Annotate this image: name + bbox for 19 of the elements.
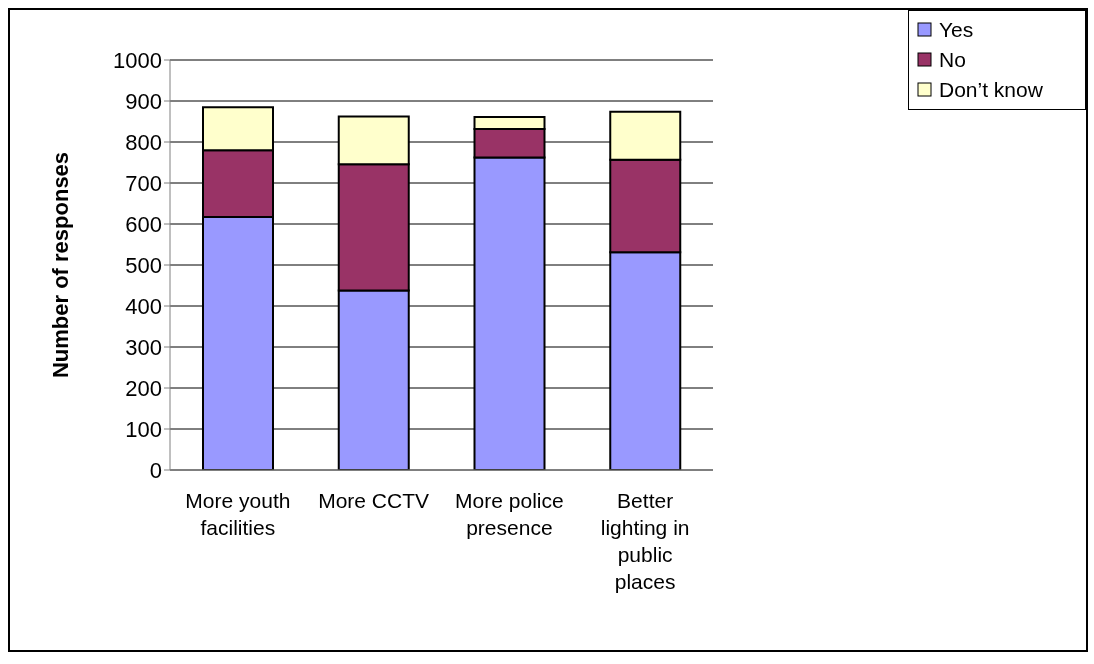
y-tick-label: 0 [149, 457, 162, 483]
y-tick-label: 100 [125, 416, 162, 442]
y-tick-label: 400 [125, 293, 162, 319]
legend-label: No [939, 48, 966, 72]
y-tick-label: 900 [125, 88, 162, 114]
legend-label: Yes [939, 18, 974, 42]
y-tick-label: 800 [125, 129, 162, 155]
x-tick-label: More police presence [455, 489, 564, 539]
legend-label: Don’t know [939, 78, 1043, 102]
y-tick-label: 200 [125, 375, 162, 401]
x-tick-label: More youth facilities [185, 489, 291, 539]
x-tick-label: More CCTV [318, 489, 430, 512]
y-axis-title: Number of responses [47, 151, 73, 379]
y-tick-label: 1000 [113, 47, 162, 73]
y-tick-label: 700 [125, 170, 162, 196]
y-tick-label: 500 [125, 252, 162, 278]
y-tick-label: 600 [125, 211, 162, 237]
x-tick-label: Better lighting in public places [600, 489, 690, 593]
y-tick-label: 300 [125, 334, 162, 360]
